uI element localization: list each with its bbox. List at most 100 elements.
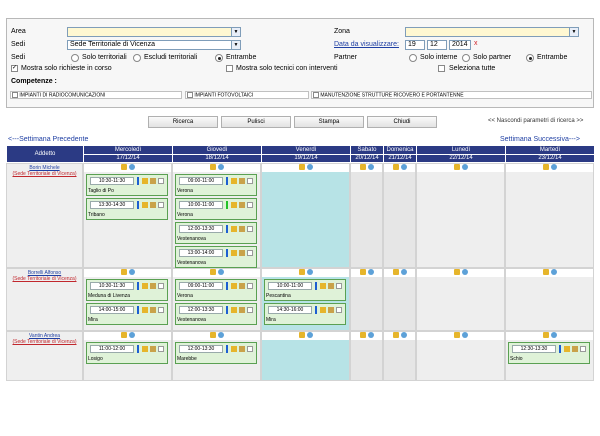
add-note-icon[interactable] <box>209 269 216 276</box>
add-note-icon[interactable] <box>298 269 305 276</box>
add-note-icon[interactable] <box>359 164 366 171</box>
clear-date-icon[interactable]: x <box>474 40 478 47</box>
day-cell[interactable] <box>383 331 416 381</box>
add-note-icon[interactable] <box>392 269 399 276</box>
radio-solo-territoriali[interactable] <box>71 54 79 62</box>
area-select[interactable]: ▼ <box>67 27 241 37</box>
addetto-name-link[interactable]: Vantin Andrea <box>28 333 61 339</box>
day-cell[interactable] <box>505 163 594 268</box>
day-cell[interactable] <box>261 163 350 268</box>
tools-icon[interactable] <box>128 332 135 339</box>
day-cell[interactable]: 12:00-13:30 Marebbe <box>172 331 261 381</box>
appointment-card[interactable]: 09:00-11:00 Verona <box>175 174 257 196</box>
tools-icon[interactable] <box>239 178 245 184</box>
document-icon[interactable] <box>336 307 342 313</box>
tools-icon[interactable] <box>550 269 557 276</box>
radio-escludi-territoriali[interactable] <box>133 54 141 62</box>
addetto-name-link[interactable]: Borrelli Alfonso <box>27 270 62 276</box>
document-icon[interactable] <box>247 346 253 352</box>
appointment-card[interactable]: 12:00-13:30 Vestenanova <box>175 222 257 244</box>
edit-icon[interactable] <box>564 346 570 352</box>
radio-solo-partner[interactable] <box>462 54 470 62</box>
tools-icon[interactable] <box>400 332 407 339</box>
tools-icon[interactable] <box>572 346 578 352</box>
settimana-successiva-link[interactable]: Settimana Successiva---> <box>500 136 580 143</box>
add-note-icon[interactable] <box>209 164 216 171</box>
chiudi-button[interactable]: Chiudi <box>367 116 437 128</box>
edit-icon[interactable] <box>231 283 237 289</box>
pulisci-button[interactable]: Pulisci <box>221 116 291 128</box>
day-input[interactable]: 19 <box>405 40 425 50</box>
edit-icon[interactable] <box>142 178 148 184</box>
add-note-icon[interactable] <box>209 332 216 339</box>
edit-icon[interactable] <box>320 283 326 289</box>
competenza-radiocomunicazioni[interactable]: IMPIANTI DI RADIOCOMUNICAZIONI <box>10 91 182 99</box>
add-note-icon[interactable] <box>298 164 305 171</box>
tools-icon[interactable] <box>367 332 374 339</box>
day-cell[interactable]: 09:00-11:00Verona10:00-11:00Verona✖12:00… <box>172 163 266 268</box>
appointment-card[interactable]: 09:00-11:00 Verona <box>175 279 257 301</box>
tools-icon[interactable] <box>367 269 374 276</box>
day-cell[interactable] <box>383 268 416 331</box>
day-cell[interactable] <box>350 331 383 381</box>
tools-icon[interactable] <box>461 332 468 339</box>
day-cell[interactable] <box>261 331 350 381</box>
document-icon[interactable] <box>247 307 253 313</box>
sedi-select[interactable]: Sede Territoriale di Vicenza ▼ <box>67 40 241 50</box>
tools-icon[interactable] <box>239 202 245 208</box>
tools-icon[interactable] <box>306 332 313 339</box>
tools-icon[interactable] <box>239 307 245 313</box>
year-input[interactable]: 2014 <box>449 40 471 50</box>
document-icon[interactable] <box>158 178 164 184</box>
add-note-icon[interactable] <box>298 332 305 339</box>
tools-icon[interactable] <box>239 250 245 256</box>
document-icon[interactable] <box>247 178 253 184</box>
tools-icon[interactable] <box>306 269 313 276</box>
day-cell[interactable] <box>505 268 594 331</box>
document-icon[interactable] <box>247 202 253 208</box>
edit-icon[interactable] <box>231 250 237 256</box>
tools-icon[interactable] <box>328 307 334 313</box>
tools-icon[interactable] <box>217 269 224 276</box>
document-icon[interactable] <box>158 307 164 313</box>
tools-icon[interactable] <box>400 269 407 276</box>
checkbox-seleziona-tutte[interactable] <box>438 65 445 72</box>
add-note-icon[interactable] <box>359 332 366 339</box>
tools-icon[interactable] <box>239 346 245 352</box>
add-note-icon[interactable] <box>453 164 460 171</box>
radio-entrambe-sedi[interactable] <box>215 54 223 62</box>
add-note-icon[interactable] <box>120 269 127 276</box>
add-note-icon[interactable] <box>542 269 549 276</box>
add-note-icon[interactable] <box>120 164 127 171</box>
document-icon[interactable] <box>247 226 253 232</box>
day-cell[interactable]: 11:00-12:00 Losigo <box>83 331 172 381</box>
document-icon[interactable] <box>336 283 342 289</box>
day-cell[interactable] <box>416 268 505 331</box>
day-cell[interactable]: 12:30-13:30 Schio <box>505 331 594 381</box>
add-note-icon[interactable] <box>453 332 460 339</box>
edit-icon[interactable] <box>142 346 148 352</box>
appointment-card[interactable]: 10:00-11:00 Pescantina <box>264 279 346 301</box>
document-icon[interactable] <box>158 283 164 289</box>
appointment-card[interactable]: 13:30-14:30 Tribano <box>86 198 168 220</box>
tools-icon[interactable] <box>239 283 245 289</box>
edit-icon[interactable] <box>231 202 237 208</box>
document-icon[interactable] <box>158 202 164 208</box>
document-icon[interactable] <box>247 283 253 289</box>
tools-icon[interactable] <box>150 346 156 352</box>
appointment-card[interactable]: 12:00-13:30 Vestenanova <box>175 303 257 325</box>
appointment-card[interactable]: 14:30-16:00 Mira <box>264 303 346 325</box>
competenza-checkbox[interactable] <box>313 92 319 98</box>
edit-icon[interactable] <box>231 346 237 352</box>
tools-icon[interactable] <box>150 307 156 313</box>
data-visualizzare-link[interactable]: Data da visualizzare: <box>334 41 399 48</box>
document-icon[interactable] <box>158 346 164 352</box>
tools-icon[interactable] <box>461 269 468 276</box>
checkbox-mostra-richieste[interactable]: ✓ <box>11 65 18 72</box>
addetto-name-link[interactable]: Borin Michele <box>29 165 60 171</box>
add-note-icon[interactable] <box>542 164 549 171</box>
tools-icon[interactable] <box>150 178 156 184</box>
competenza-checkbox[interactable] <box>12 92 18 98</box>
